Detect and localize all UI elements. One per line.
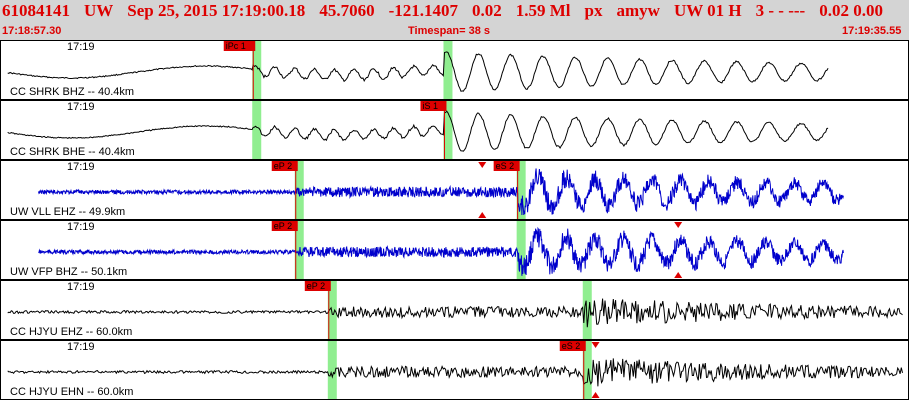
trace-channel-label: CC HJYU EHZ -- 60.0km [10, 326, 133, 338]
trace-plot: iPc 1 [7, 41, 829, 99]
amplitude-marker-top [591, 342, 600, 348]
pick-label-box[interactable] [304, 281, 331, 291]
pick-label: eP 2 [274, 161, 292, 171]
waveform-line [7, 51, 829, 92]
event-header: 61084141 UW Sep 25, 2015 17:19:00.18 45.706… [0, 0, 909, 40]
pick-window [516, 161, 526, 219]
trace-panel[interactable]: eP 2 17:19 UW VFP BHZ -- 50.1km [0, 220, 909, 280]
trace-panels: iPc 1 17:19 CC SHRK BHZ -- 40.4km iS 1 17:19… [0, 40, 909, 400]
waveform-line [7, 358, 903, 387]
trace-plot: eS 2 [7, 341, 903, 399]
event-id: 61084141 [2, 1, 70, 20]
pick-label-box[interactable] [271, 221, 298, 231]
end-time: 17:19:35.55 [842, 25, 902, 37]
waveform-line [38, 226, 844, 276]
trace-channel-label: UW VFP BHZ -- 50.1km [10, 266, 128, 278]
waveform-line [7, 298, 903, 328]
pick-window [327, 281, 337, 339]
pick-label: eS 2 [562, 341, 581, 351]
trace-panel[interactable]: iS 1 17:19 CC SHRK BHE -- 40.4km [0, 100, 909, 160]
pick-window [516, 221, 526, 279]
pick-window [443, 41, 453, 99]
amplitude-marker-bottom [674, 272, 683, 278]
event-summary: 61084141 UW Sep 25, 2015 17:19:00.18 45.706… [2, 1, 897, 21]
pick-window [582, 341, 592, 399]
trace-time-label: 17:19 [67, 41, 95, 53]
trace-time-label: 17:19 [67, 161, 95, 173]
event-source: UW 01 H [673, 1, 742, 20]
pick-window [252, 41, 262, 99]
event-depth: 0.02 [471, 1, 502, 20]
event-latitude: 45.7060 [319, 1, 375, 20]
start-time: 17:18:57.30 [2, 25, 62, 37]
trace-panel[interactable]: eP 2 17:19 CC HJYU EHZ -- 60.0km [0, 280, 909, 340]
timespan: Timespan= 38 s [408, 25, 491, 37]
waveform-line [37, 168, 844, 216]
amplitude-marker-top [478, 162, 487, 168]
event-magnitude: 1.59 Ml [515, 1, 571, 20]
trace-plot: eP 2 eS 2 [37, 161, 844, 219]
trace-plot: iS 1 [7, 101, 829, 159]
trace-time-label: 17:19 [67, 221, 95, 233]
pick-label-box[interactable] [493, 161, 520, 171]
trace-panel[interactable]: eP 2 eS 2 17:19 UW VLL EHZ -- 49.9km [0, 160, 909, 220]
trace-time-label: 17:19 [67, 281, 95, 293]
pick-window [327, 341, 337, 399]
pick-label: eP 2 [307, 281, 325, 291]
event-quality: 3 - - --- [755, 1, 806, 20]
event-longitude: -121.1407 [388, 1, 458, 20]
pick-window [252, 101, 262, 159]
amplitude-marker-bottom [591, 392, 600, 398]
pick-label-box[interactable] [271, 161, 298, 171]
trace-channel-label: CC SHRK BHZ -- 40.4km [10, 86, 135, 98]
trace-channel-label: CC HJYU EHN -- 60.0km [10, 386, 134, 398]
pick-label: iPc 1 [226, 41, 246, 51]
pick-window [443, 101, 453, 159]
trace-channel-label: CC SHRK BHE -- 40.4km [10, 146, 135, 158]
amplitude-marker-top [674, 222, 683, 228]
event-analyst: amyw [616, 1, 660, 20]
waveform-line [7, 110, 829, 152]
pick-label-box[interactable] [420, 101, 447, 111]
pick-label: iS 1 [422, 101, 438, 111]
event-network: UW [84, 1, 114, 20]
pick-label: eS 2 [496, 161, 515, 171]
trace-time-label: 17:19 [67, 101, 95, 113]
trace-time-label: 17:19 [67, 341, 95, 353]
pick-window [582, 281, 592, 339]
event-datetime: Sep 25, 2015 17:19:00.18 [127, 1, 306, 20]
trace-channel-label: UW VLL EHZ -- 49.9km [10, 206, 126, 218]
amplitude-marker-bottom [478, 212, 487, 218]
event-extra: 0.02 0.00 [819, 1, 883, 20]
pick-label-box[interactable] [559, 341, 586, 351]
event-mag-type: px [584, 1, 603, 20]
pick-label-box[interactable] [223, 41, 256, 51]
trace-panel[interactable]: iPc 1 17:19 CC SHRK BHZ -- 40.4km [0, 40, 909, 100]
trace-plot: eP 2 [38, 221, 844, 279]
trace-plot: eP 2 [7, 281, 903, 339]
trace-panel[interactable]: eS 2 17:19 CC HJYU EHN -- 60.0km [0, 340, 909, 400]
pick-label: eP 2 [274, 221, 292, 231]
